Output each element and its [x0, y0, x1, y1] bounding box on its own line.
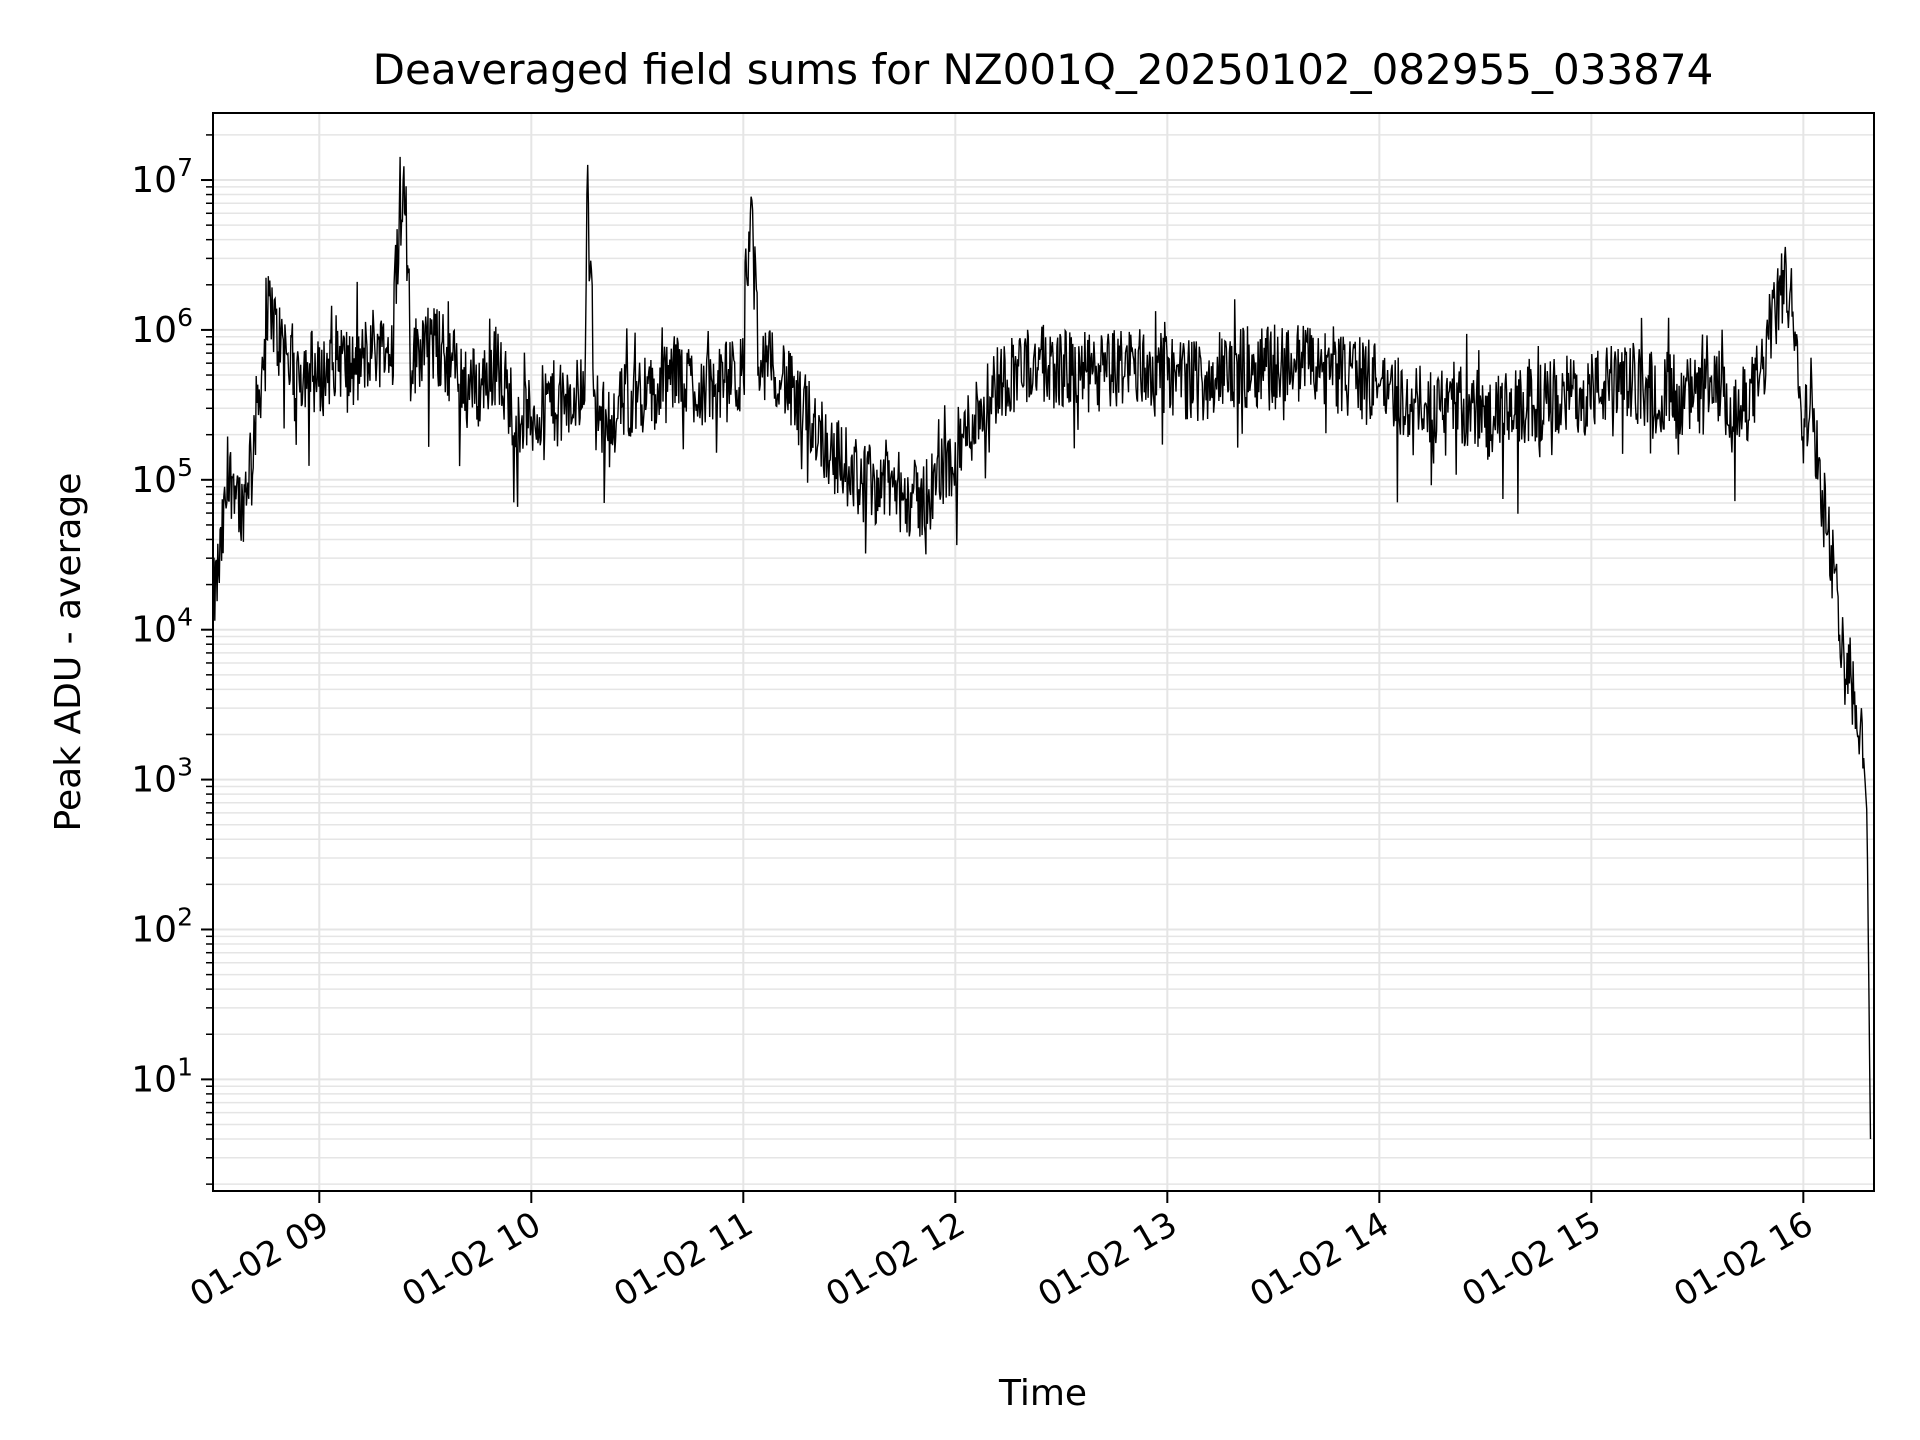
y-tick-exponent: 1: [177, 1052, 193, 1081]
series-line-layer: [212, 156, 1872, 1140]
y-tick-exponent: 6: [177, 303, 193, 332]
y-tick-exponent: 3: [177, 753, 193, 782]
y-tick-label: 102: [131, 902, 193, 950]
y-tick-base: 10: [131, 1059, 177, 1100]
y-tick-exponent: 5: [177, 453, 193, 482]
y-tick-base: 10: [131, 909, 177, 950]
plot-frame: [212, 112, 1875, 1192]
y-tick-label: 104: [131, 603, 193, 651]
y-tick-base: 10: [131, 760, 177, 801]
y-tick-label: 107: [131, 153, 193, 201]
chart-title: Deaveraged field sums for NZ001Q_2025010…: [373, 45, 1714, 94]
y-tick-base: 10: [131, 610, 177, 651]
series-line: [212, 156, 1872, 1140]
y-tick-label: 101: [131, 1052, 193, 1100]
y-tick-label: 106: [131, 303, 193, 351]
y-tick-base: 10: [131, 460, 177, 501]
y-tick-base: 10: [131, 310, 177, 351]
x-axis-label: Time: [998, 1373, 1087, 1414]
y-tick-base: 10: [131, 160, 177, 201]
y-axis-label: Peak ADU - average: [48, 473, 89, 832]
y-tick-label: 103: [131, 753, 193, 801]
y-tick-label: 105: [131, 453, 193, 501]
y-tick-exponent: 4: [177, 603, 193, 632]
grid: [213, 113, 1874, 1191]
y-tick-exponent: 2: [177, 902, 193, 931]
y-tick-exponent: 7: [177, 153, 193, 182]
